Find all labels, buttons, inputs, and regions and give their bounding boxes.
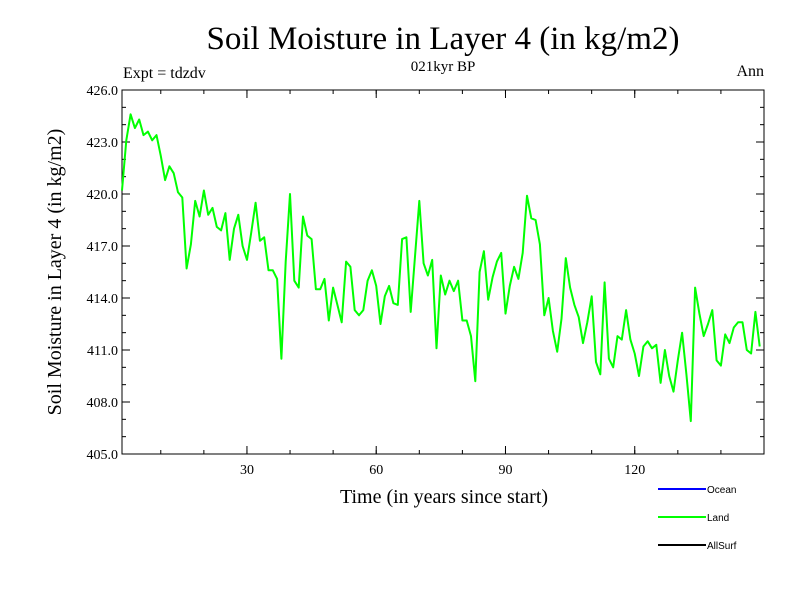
x-tick-label: 30 bbox=[240, 463, 254, 478]
x-tick-label: 120 bbox=[624, 463, 645, 478]
x-axis: 30 60 90 120 bbox=[160, 90, 765, 478]
x-tick-label: 90 bbox=[498, 463, 512, 478]
chart-subtitle: 021kyr BP bbox=[411, 59, 476, 75]
expt-label: Expt = tdzdv bbox=[123, 65, 206, 82]
y-axis: 405.0 408.0 411.0 414.0 417.0 420.0 423.0 426.0 bbox=[87, 84, 764, 463]
y-tick-label: 420.0 bbox=[87, 188, 119, 203]
y-tick-label: 417.0 bbox=[87, 240, 119, 255]
chart-title: Soil Moisture in Layer 4 (in kg/m2) bbox=[207, 21, 680, 57]
period-label: Ann bbox=[736, 63, 764, 80]
legend-label-ocean: Ocean bbox=[707, 485, 736, 496]
y-tick-label: 414.0 bbox=[87, 292, 119, 307]
legend: Ocean Land AllSurf bbox=[658, 485, 737, 552]
y-tick-label: 426.0 bbox=[87, 84, 119, 99]
y-tick-label: 423.0 bbox=[87, 136, 119, 151]
y-tick-label: 411.0 bbox=[87, 344, 118, 359]
series-group bbox=[121, 113, 761, 423]
x-tick-label: 60 bbox=[369, 463, 383, 478]
plot-border bbox=[121, 89, 765, 455]
y-tick-label: 408.0 bbox=[87, 396, 119, 411]
series-line-land bbox=[121, 113, 761, 423]
y-tick-label: 405.0 bbox=[87, 448, 119, 463]
y-axis-label: Soil Moisture in Layer 4 (in kg/m2) bbox=[44, 129, 66, 416]
plot-frame bbox=[121, 89, 765, 455]
legend-label-allsurf: AllSurf bbox=[707, 541, 737, 552]
legend-label-land: Land bbox=[707, 513, 729, 524]
x-axis-label: Time (in years since start) bbox=[340, 486, 548, 508]
